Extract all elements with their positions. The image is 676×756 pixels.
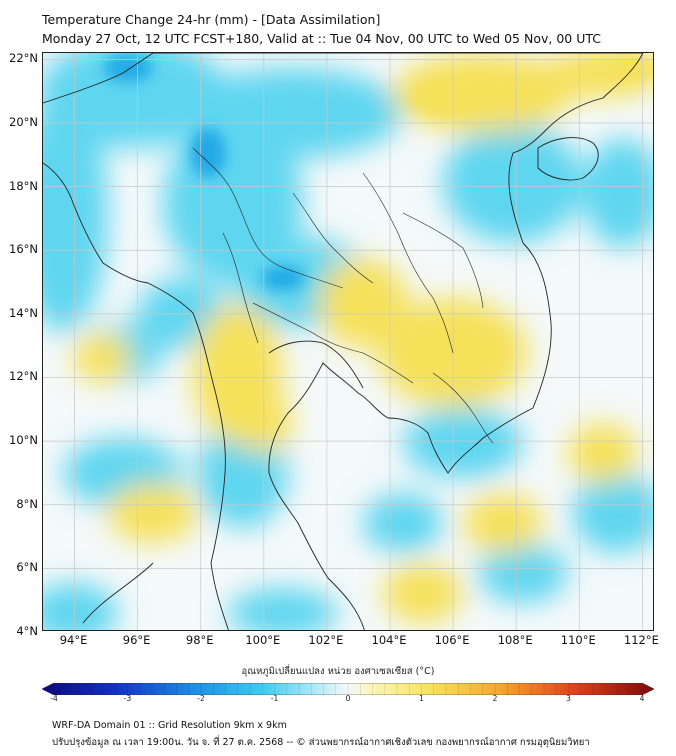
longitude-label: 108°E [497,633,533,647]
temperature-map [43,53,653,630]
coastlines-borders [43,53,644,630]
colorbar-tick-label: 2 [492,694,498,703]
latitude-label: 14°N [9,305,38,320]
map-panel [42,52,654,631]
latitude-label: 16°N [9,242,38,257]
longitude-label: 106°E [434,633,470,647]
latitude-label: 6°N [16,560,38,575]
longitude-label: 102°E [308,633,344,647]
colorbar-tick-label: 1 [419,694,424,703]
latitude-label: 20°N [9,114,38,129]
longitude-label: 96°E [122,633,151,647]
latitude-label: 8°N [16,496,38,511]
longitude-label: 98°E [185,633,214,647]
chart-subtitle: Monday 27 Oct, 12 UTC FCST+180, Valid at… [42,31,601,46]
colorbar-tick-label: 3 [566,694,571,703]
latitude-label: 4°N [16,624,38,638]
colorbar-label: อุณหภูมิเปลี่ยนแปลง หน่วย องศาเซลเซียส (… [241,666,435,677]
colorbar-tick-label: -3 [123,694,132,703]
longitude-label: 112°E [623,633,659,647]
latitude-label: 10°N [9,433,38,448]
colorbar-tick-label: -1 [270,694,279,703]
colorbar-tick-label: 4 [639,694,645,703]
longitude-label: 104°E [371,633,407,647]
latitude-label: 18°N [9,178,38,193]
colorbar-tick-label: -2 [197,694,205,703]
longitude-label: 94°E [59,633,88,647]
longitude-label: 100°E [245,633,281,647]
footer-credit: ปรับปรุงข้อมูล ณ เวลา 19:00น. วัน จ. ที่… [52,737,590,748]
latitude-label: 22°N [9,51,38,66]
longitude-label: 110°E [560,633,596,647]
graticule [43,53,653,630]
chart-title: Temperature Change 24-hr (mm) - [Data As… [42,12,381,27]
latitude-label: 12°N [9,369,38,384]
colorbar-tick-label: -4 [50,694,58,703]
colorbar-tick-label: 0 [345,694,351,703]
colorbar [41,680,655,696]
temperature-field [43,53,653,630]
footer-model-info: WRF-DA Domain 01 :: Grid Resolution 9km … [52,720,287,731]
